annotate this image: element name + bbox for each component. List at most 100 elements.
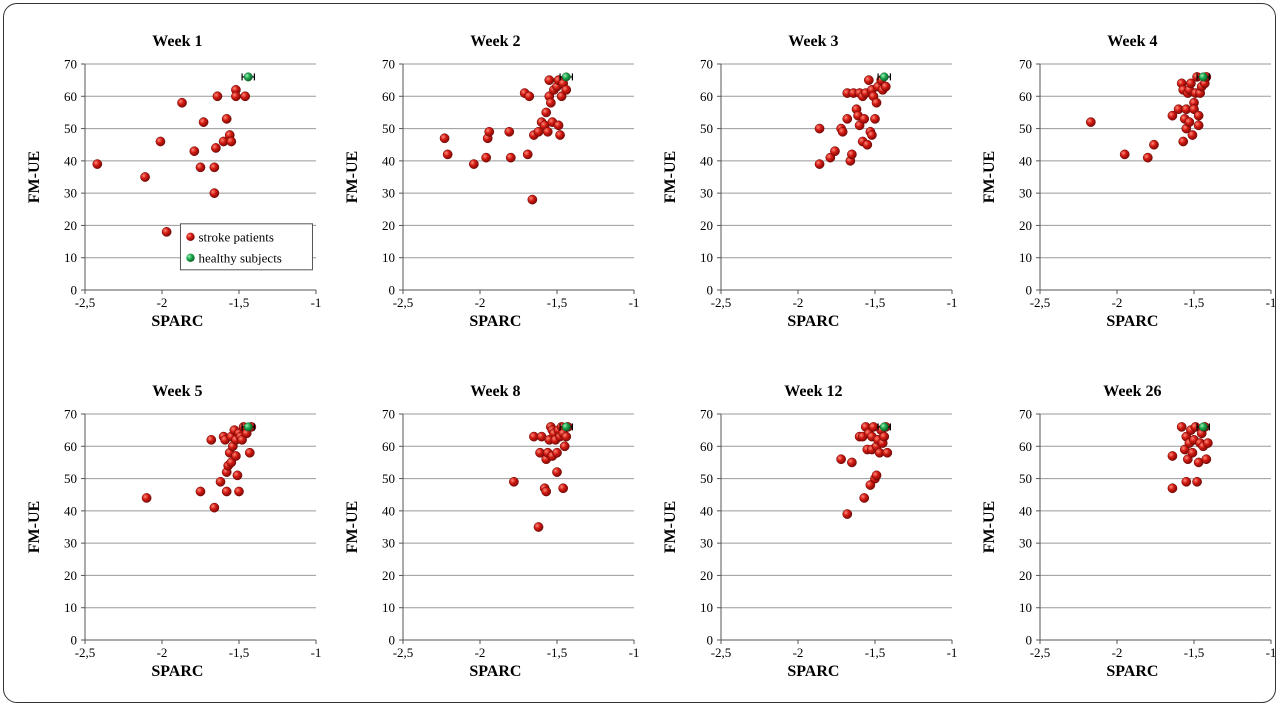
stroke-point-week-3-17 bbox=[859, 114, 870, 124]
xtick-label-week-12-2: -1,5 bbox=[865, 645, 886, 660]
stroke-point-week-2-5 bbox=[484, 126, 495, 137]
xtick-label-week-5-2: -1,5 bbox=[229, 645, 250, 660]
ytick-label-week-4-4: 40 bbox=[1019, 153, 1032, 168]
xtick-label-week-8-1: -2 bbox=[475, 645, 486, 660]
ytick-label-week-8-6: 60 bbox=[382, 439, 395, 454]
xtick-label-week-8-0: -2,5 bbox=[393, 645, 414, 660]
ytick-label-week-1-4: 40 bbox=[64, 153, 77, 168]
xtick-label-week-4-0: -2,5 bbox=[1030, 295, 1051, 310]
ytick-label-week-2-1: 10 bbox=[382, 250, 395, 265]
stroke-point-week-3-5 bbox=[837, 126, 848, 137]
ytick-label-week-1-2: 20 bbox=[64, 218, 77, 233]
stroke-point-week-5-0 bbox=[141, 493, 152, 503]
legend-label-stroke-patients: stroke patients bbox=[198, 229, 273, 244]
stroke-point-week-1-8 bbox=[209, 188, 220, 198]
chart-title-week-1: Week 1 bbox=[152, 33, 202, 50]
ytick-label-week-26-5: 50 bbox=[1019, 471, 1032, 486]
ytick-label-week-3-1: 10 bbox=[700, 250, 713, 265]
ytick-label-week-4-6: 60 bbox=[1019, 89, 1032, 104]
xtick-label-week-1-1: -2 bbox=[157, 295, 168, 310]
ytick-label-week-1-0: 0 bbox=[71, 283, 78, 298]
stroke-point-week-2-1 bbox=[442, 149, 453, 160]
xtick-label-week-12-0: -2,5 bbox=[711, 645, 732, 660]
stroke-point-week-2-25 bbox=[553, 120, 564, 131]
stroke-point-week-1-18 bbox=[240, 91, 251, 102]
ytick-label-week-8-7: 70 bbox=[382, 407, 395, 422]
ytick-label-week-2-6: 60 bbox=[382, 89, 395, 104]
stroke-point-week-8-20 bbox=[558, 483, 569, 494]
ytick-label-week-5-6: 60 bbox=[64, 439, 77, 454]
stroke-point-week-1-10 bbox=[211, 143, 221, 153]
stroke-point-week-5-16 bbox=[231, 451, 241, 461]
ytick-label-week-5-2: 20 bbox=[64, 568, 77, 583]
stroke-point-week-5-8 bbox=[221, 486, 232, 497]
stroke-point-week-4-1 bbox=[1119, 149, 1130, 160]
ytick-label-week-26-0: 0 bbox=[1026, 633, 1033, 648]
ytick-label-week-5-5: 50 bbox=[64, 471, 77, 486]
ytick-label-week-1-3: 30 bbox=[64, 186, 77, 201]
xtick-label-week-26-3: -1 bbox=[1266, 645, 1277, 660]
y-axis-label-week-4: FM-UE bbox=[981, 151, 998, 203]
stroke-point-week-26-4 bbox=[1181, 476, 1192, 487]
panel-week-26: 0 10 20 30 40 50 60 70 -2,5 -2 -1,5 -1 Week 26 SPARC F… bbox=[981, 383, 1276, 680]
panel-week-8: 0 10 20 30 40 50 60 70 -2,5 -2 -1,5 -1 Week 8 SPARC FM… bbox=[344, 383, 639, 680]
ytick-label-week-5-0: 0 bbox=[71, 633, 78, 648]
stroke-point-week-1-13 bbox=[221, 114, 232, 124]
chart-title-week-5: Week 5 bbox=[152, 383, 202, 400]
xtick-label-week-8-3: -1 bbox=[629, 645, 640, 660]
xtick-label-week-8-2: -1,5 bbox=[547, 645, 568, 660]
chart-title-week-4: Week 4 bbox=[1107, 33, 1157, 50]
stroke-point-week-4-8 bbox=[1178, 136, 1189, 147]
legend-marker-healthy-subjects bbox=[186, 253, 195, 263]
ytick-label-week-8-5: 50 bbox=[382, 471, 395, 486]
x-axis-label-week-3: SPARC bbox=[787, 313, 839, 330]
stroke-point-week-1-1 bbox=[140, 172, 150, 182]
ytick-label-week-4-1: 10 bbox=[1019, 250, 1032, 265]
y-axis-label-week-8: FM-UE bbox=[344, 501, 361, 553]
y-axis-label-week-1: FM-UE bbox=[26, 151, 43, 203]
ytick-label-week-8-1: 10 bbox=[382, 600, 395, 615]
stroke-point-week-12-22 bbox=[882, 447, 893, 458]
stroke-point-week-1-15 bbox=[226, 136, 237, 147]
chart-title-week-2: Week 2 bbox=[470, 33, 520, 50]
xtick-label-week-3-0: -2,5 bbox=[711, 295, 732, 310]
ytick-label-week-4-7: 70 bbox=[1019, 57, 1032, 72]
y-axis-label-week-3: FM-UE bbox=[662, 151, 679, 203]
y-axis-label-week-12: FM-UE bbox=[662, 501, 679, 553]
stroke-point-week-4-15 bbox=[1186, 78, 1196, 89]
healthy-point-week-5-0 bbox=[243, 422, 253, 432]
panel-week-3: 0 10 20 30 40 50 60 70 -2,5 -2 -1,5 -1 Week 3 SPARC FM… bbox=[662, 33, 957, 330]
ytick-label-week-12-5: 50 bbox=[700, 471, 713, 486]
xtick-label-week-5-1: -2 bbox=[157, 645, 168, 660]
healthy-point-week-3-0 bbox=[879, 72, 889, 82]
stroke-point-week-2-6 bbox=[504, 126, 515, 137]
ytick-label-week-12-6: 60 bbox=[700, 439, 713, 454]
stroke-point-week-3-26 bbox=[871, 97, 882, 108]
stroke-point-week-2-7 bbox=[505, 152, 516, 163]
ytick-label-week-1-5: 50 bbox=[64, 121, 77, 136]
ytick-label-week-12-3: 30 bbox=[700, 536, 713, 551]
ytick-label-week-8-2: 20 bbox=[382, 568, 395, 583]
stroke-point-week-8-22 bbox=[559, 441, 570, 452]
ytick-label-week-1-6: 60 bbox=[64, 89, 77, 104]
ytick-label-week-2-7: 70 bbox=[382, 57, 395, 72]
y-axis-label-week-2: FM-UE bbox=[344, 151, 361, 203]
xtick-label-week-5-0: -2,5 bbox=[75, 645, 96, 660]
xtick-label-week-3-1: -2 bbox=[793, 295, 804, 310]
ytick-label-week-12-2: 20 bbox=[700, 568, 713, 583]
ytick-label-week-5-3: 30 bbox=[64, 536, 77, 551]
stroke-point-week-3-3 bbox=[830, 146, 840, 157]
panel-week-1: 0 10 20 30 40 50 60 70 -2,5 -2 -1,5 -1 Week 1 SPARC FM… bbox=[26, 33, 321, 330]
stroke-point-week-3-1 bbox=[814, 159, 825, 169]
stroke-point-week-2-10 bbox=[524, 91, 535, 102]
stroke-point-week-4-21 bbox=[1193, 120, 1204, 131]
stroke-point-week-8-6 bbox=[541, 486, 552, 497]
xtick-label-week-1-2: -1,5 bbox=[229, 295, 250, 310]
ytick-label-week-2-4: 40 bbox=[382, 153, 395, 168]
ytick-label-week-4-5: 50 bbox=[1019, 121, 1032, 136]
stroke-point-week-26-9 bbox=[1187, 447, 1198, 458]
ytick-label-week-3-2: 20 bbox=[700, 218, 713, 233]
stroke-point-week-2-8 bbox=[522, 149, 533, 160]
stroke-point-week-1-6 bbox=[195, 162, 206, 173]
